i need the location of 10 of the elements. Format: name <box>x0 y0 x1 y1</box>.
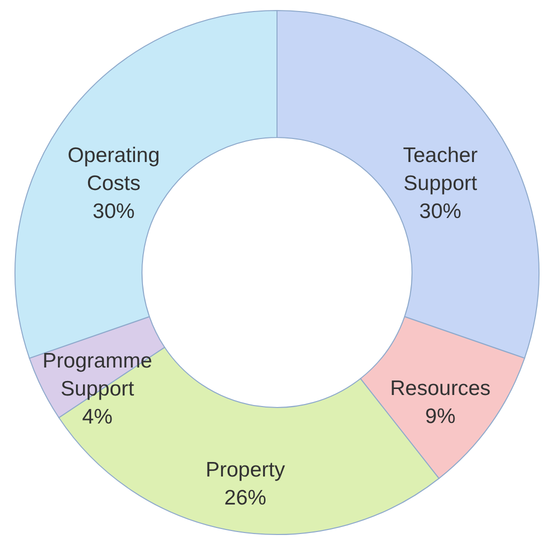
slice-label: Teacher Support <box>402 144 478 196</box>
slice-label: Resources <box>390 376 491 400</box>
data-label: 9% <box>425 404 456 428</box>
slice-label: Programme Support <box>42 350 152 401</box>
slice-label: Property <box>206 458 286 482</box>
data-label: 4% <box>82 406 113 429</box>
data-label: 26% <box>224 486 266 510</box>
data-label: 30% <box>419 200 462 224</box>
slice-label: Operating Costs <box>68 144 160 196</box>
data-label: 30% <box>92 200 135 224</box>
